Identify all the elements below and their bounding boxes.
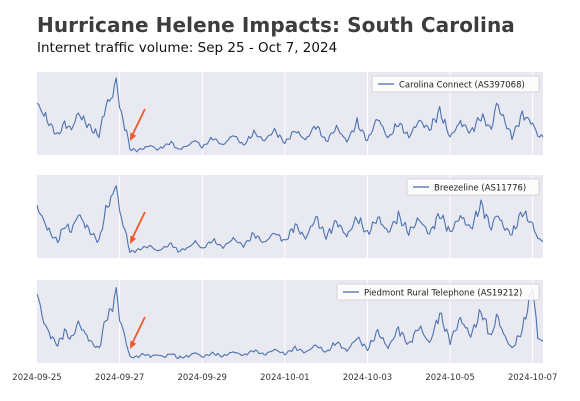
series-line <box>36 286 544 360</box>
legend-label: Piedmont Rural Telephone (AS19212) <box>364 289 522 299</box>
x-tick-label: 2024-10-07 <box>508 373 557 383</box>
legend-label: Breezeline (AS11776) <box>434 184 526 194</box>
x-tick-label: 2024-10-01 <box>260 373 309 383</box>
panel-3: Piedmont Rural Telephone (AS19212) <box>36 280 544 363</box>
drop-arrow <box>129 211 146 244</box>
arrow-shaft <box>130 316 146 346</box>
drop-arrow <box>129 316 146 349</box>
x-tick-label: 2024-09-25 <box>12 373 61 383</box>
x-tick-label: 2024-09-29 <box>178 373 227 383</box>
series-line <box>36 185 544 254</box>
panel-1: Carolina Connect (AS397068) <box>36 72 544 155</box>
x-tick-label: 2024-10-03 <box>343 373 392 383</box>
legend-label: Carolina Connect (AS397068) <box>399 81 525 91</box>
legend: Carolina Connect (AS397068) <box>371 75 540 93</box>
x-tick-label: 2024-10-05 <box>425 373 474 383</box>
arrow-shaft <box>130 108 146 138</box>
chart-subtitle: Internet traffic volume: Sep 25 - Oct 7,… <box>37 40 338 56</box>
drop-arrow <box>129 108 146 141</box>
arrow-shaft <box>130 211 146 241</box>
arrow-head <box>129 235 137 244</box>
x-tick-label: 2024-09-27 <box>95 373 144 383</box>
legend: Piedmont Rural Telephone (AS19212) <box>336 283 540 301</box>
legend: Breezeline (AS11776) <box>406 178 540 196</box>
legend-box <box>336 283 540 301</box>
arrow-head <box>129 340 137 349</box>
legend-box <box>406 178 540 196</box>
chart-title: Hurricane Helene Impacts: South Carolina <box>37 13 515 37</box>
panel-2: Breezeline (AS11776) <box>36 175 544 258</box>
series-line <box>36 77 544 153</box>
legend-box <box>371 75 540 93</box>
arrow-head <box>129 132 137 141</box>
